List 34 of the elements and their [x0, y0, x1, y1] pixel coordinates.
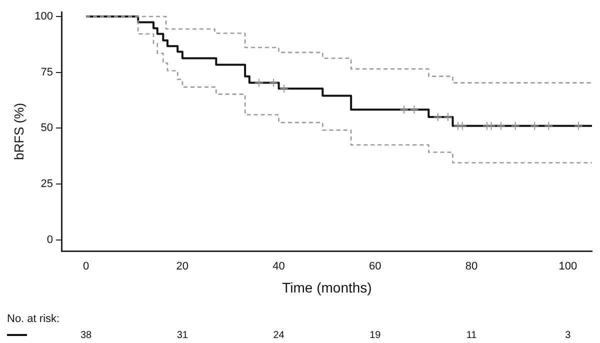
x-tick-label: 60 [369, 260, 382, 273]
x-tick-label: 40 [272, 260, 285, 273]
x-tick-label: 0 [82, 260, 90, 273]
x-tick-label: 80 [465, 260, 478, 273]
point [574, 121, 584, 130]
point [443, 112, 452, 122]
text: 19 [370, 330, 382, 341]
text: No. at risk: [7, 313, 60, 326]
point [410, 105, 419, 114]
point [254, 78, 264, 88]
y-tick-label: 100 [34, 10, 53, 22]
point [268, 78, 278, 88]
y-tick-label: 50 [40, 122, 53, 134]
point [496, 121, 506, 130]
point [280, 84, 289, 94]
x-tick-label: 20 [176, 260, 189, 273]
point [486, 121, 496, 130]
y-tick-label: 75 [40, 66, 53, 78]
text: 11 [466, 330, 478, 341]
point [530, 121, 540, 130]
text: 3 [565, 330, 572, 341]
text: 38 [80, 330, 92, 341]
point [433, 112, 442, 122]
x-axis-title: Time (months) [282, 279, 372, 296]
x-tick-label: 100 [558, 260, 578, 273]
point [400, 105, 409, 114]
y-tick-label: 25 [40, 178, 53, 190]
point [510, 121, 520, 130]
y-tick-label: 0 [46, 234, 53, 246]
point [544, 121, 554, 130]
point [458, 121, 467, 130]
text: 31 [176, 330, 188, 341]
text: 24 [273, 330, 285, 341]
y-axis-title: bRFS (%) [11, 102, 26, 160]
